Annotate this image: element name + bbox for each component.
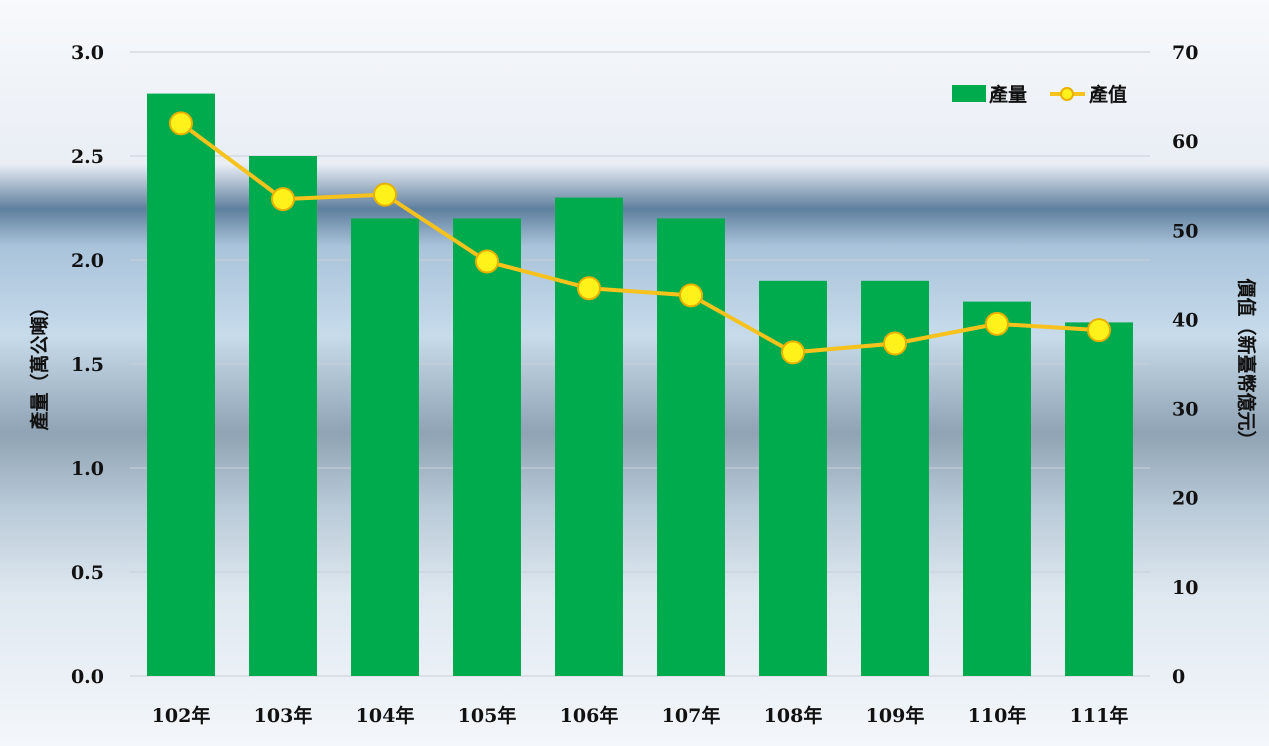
line-series	[169, 111, 1111, 365]
y-tick-label: 1.5	[71, 354, 104, 376]
y2-tick-label: 40	[1172, 309, 1198, 331]
bar	[351, 218, 419, 676]
line-point	[985, 311, 1009, 336]
line-point	[883, 331, 907, 356]
x-tick-label: 110年	[968, 704, 1027, 727]
x-tick-label: 105年	[458, 704, 517, 727]
bar	[147, 93, 215, 677]
y2-tick-label: 0	[1172, 666, 1185, 688]
line-point	[577, 276, 601, 301]
bar	[453, 218, 521, 676]
x-tick-label: 104年	[356, 704, 415, 727]
x-tick-label: 106年	[560, 704, 619, 727]
legend: 產量 產值	[952, 83, 1127, 106]
bar	[963, 301, 1031, 676]
y2-tick-label: 60	[1172, 131, 1198, 153]
y-tick-label: 2.5	[71, 146, 104, 168]
y2-axis-title: 價值（新臺幣億元）	[1235, 277, 1258, 449]
y2-tick-label: 10	[1172, 577, 1198, 599]
y2-tick-label: 20	[1172, 488, 1198, 510]
y2-tick-label: 50	[1172, 220, 1198, 242]
y-tick-label: 0.5	[71, 562, 104, 584]
category-labels: 102年 103年 104年 105年 106年 107年 108年 109年 110年 111年	[152, 704, 1129, 727]
line-point	[373, 182, 397, 207]
y-tick-label: 1.0	[71, 458, 104, 480]
bar	[1065, 322, 1133, 676]
line-point	[475, 249, 499, 274]
y-tick-label: 2.0	[71, 250, 104, 272]
line-point	[271, 187, 295, 212]
x-tick-label: 109年	[866, 704, 925, 727]
y2-tick-label: 70	[1172, 42, 1198, 64]
legend-line-label: 產值	[1089, 83, 1127, 106]
bar	[555, 197, 623, 676]
x-tick-label: 107年	[662, 704, 721, 727]
line-point	[169, 111, 193, 136]
bar	[249, 156, 317, 676]
line-point	[781, 340, 805, 365]
bar-series	[147, 93, 1133, 677]
line-point	[679, 283, 703, 308]
legend-bar-swatch	[952, 85, 986, 102]
y2-tick-label: 30	[1172, 399, 1198, 421]
axis-ticks: 0.0 0.5 1.0 1.5 2.0 2.5 3.0 0 10 20 30 40 50 60 70	[71, 42, 1199, 688]
x-tick-label: 108年	[764, 704, 823, 727]
legend-line-marker	[1060, 87, 1074, 101]
legend-bar-label: 產量	[989, 83, 1027, 106]
y-axis-title: 產量（萬公噸）	[28, 297, 51, 430]
y-tick-label: 0.0	[71, 666, 104, 688]
line-point	[1087, 318, 1111, 343]
x-tick-label: 111年	[1070, 704, 1129, 727]
y-tick-label: 3.0	[71, 42, 104, 64]
x-tick-label: 102年	[152, 704, 211, 727]
series-line	[179, 121, 1100, 355]
x-tick-label: 103年	[254, 704, 313, 727]
